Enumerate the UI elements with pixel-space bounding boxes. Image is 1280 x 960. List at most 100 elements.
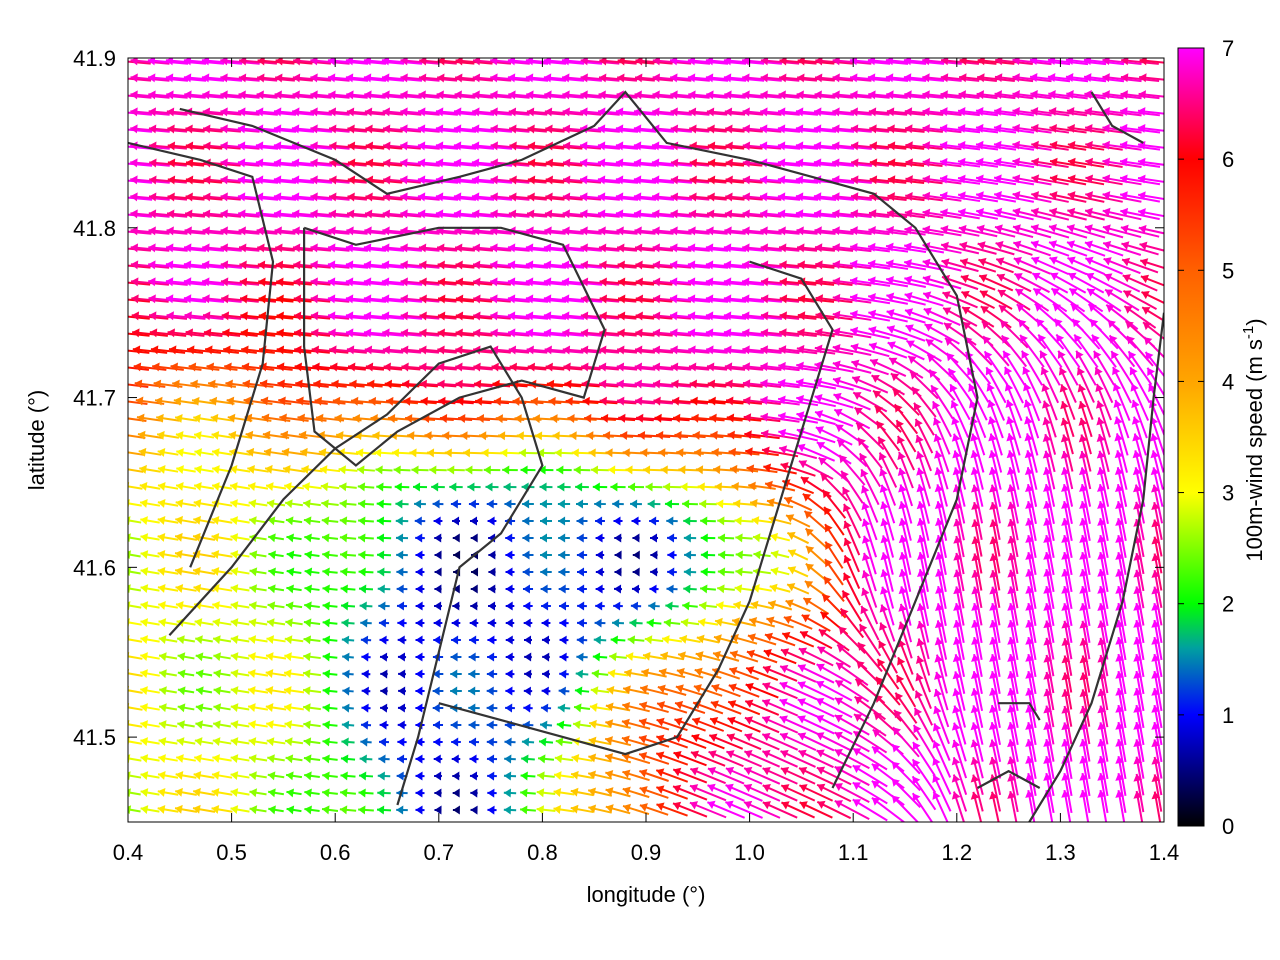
wind-arrow	[274, 226, 314, 236]
wind-arrow	[687, 311, 729, 321]
wind-arrow	[148, 124, 188, 134]
wind-arrow	[957, 157, 999, 168]
wind-arrow	[652, 209, 692, 219]
wind-arrow	[796, 344, 836, 355]
wind-arrow	[760, 311, 800, 321]
wind-arrow	[562, 226, 602, 236]
wind-arrow	[419, 328, 457, 338]
wind-arrow	[795, 124, 837, 134]
wind-arrow	[1085, 272, 1123, 294]
wind-arrow	[1089, 318, 1119, 350]
wind-arrow	[384, 379, 420, 389]
wind-arrow	[201, 277, 243, 287]
wind-arrow	[365, 124, 403, 134]
wind-arrow	[723, 311, 765, 321]
wind-arrow	[867, 293, 909, 305]
wind-arrow	[1137, 174, 1164, 184]
wind-arrow	[149, 175, 187, 185]
wind-arrow	[507, 294, 549, 304]
wind-arrow	[1002, 350, 1026, 386]
wind-arrow	[472, 58, 512, 66]
wind-arrow	[526, 226, 566, 236]
wind-arrow	[957, 174, 999, 185]
wind-arrow	[256, 90, 296, 100]
wind-arrow	[725, 141, 763, 151]
wind-arrow	[346, 345, 386, 355]
wind-arrow	[905, 158, 943, 168]
wind-arrow	[435, 209, 477, 219]
wind-arrow	[472, 243, 512, 253]
wind-arrow	[1120, 207, 1160, 221]
wind-arrow	[1137, 157, 1164, 167]
wind-arrow	[705, 243, 747, 253]
wind-arrow	[185, 141, 223, 151]
wind-arrow	[273, 209, 315, 219]
wind-arrow	[345, 260, 387, 270]
wind-arrow	[1048, 106, 1088, 117]
wind-arrow	[490, 294, 530, 304]
x-tick-label: 1.2	[942, 840, 973, 865]
x-tick-label: 0.8	[527, 840, 558, 865]
wind-arrow	[725, 192, 763, 202]
wind-arrow	[1049, 157, 1087, 168]
wind-arrow	[832, 293, 872, 304]
wind-arrow	[383, 141, 421, 151]
wind-arrow	[275, 58, 313, 66]
wind-arrow	[977, 241, 1015, 256]
wind-arrow	[562, 124, 602, 134]
wind-arrow	[742, 209, 782, 219]
wind-arrow	[633, 141, 675, 151]
wind-arrow	[1084, 90, 1124, 100]
wind-arrow	[670, 73, 710, 83]
wind-arrow	[959, 73, 997, 83]
wind-arrow	[562, 345, 602, 355]
wind-arrow	[128, 162, 153, 167]
wind-arrow	[725, 379, 763, 389]
wind-arrow	[148, 226, 188, 236]
wind-arrow	[381, 260, 423, 270]
wind-arrow	[473, 294, 511, 304]
wind-arrow	[832, 107, 872, 117]
wind-arrow	[671, 379, 709, 389]
wind-arrow	[364, 90, 404, 100]
wind-arrow	[815, 327, 853, 338]
wind-arrow	[983, 350, 1009, 386]
wind-arrow	[167, 175, 205, 185]
wind-arrow	[310, 141, 350, 151]
wind-arrow	[1084, 224, 1124, 239]
wind-arrow	[706, 345, 746, 355]
wind-arrow	[779, 58, 817, 66]
wind-arrow	[598, 226, 638, 236]
wind-arrow	[1049, 123, 1087, 134]
wind-arrow	[886, 308, 926, 324]
wind-arrow	[1030, 207, 1070, 221]
wind-arrow	[1039, 350, 1061, 386]
wind-arrow	[724, 362, 764, 372]
wind-arrow	[525, 294, 567, 304]
wind-arrow	[328, 107, 368, 117]
wind-arrow	[166, 209, 206, 219]
wind-arrow	[777, 192, 819, 202]
wind-arrow	[670, 362, 710, 372]
wind-arrow	[670, 209, 710, 219]
wind-arrow	[1049, 191, 1087, 203]
wind-arrow	[128, 94, 152, 99]
wind-arrow	[705, 73, 747, 83]
wind-arrow	[400, 243, 440, 253]
wind-arrow	[977, 58, 1015, 66]
wind-arrow	[508, 107, 548, 117]
wind-arrow	[1120, 90, 1160, 100]
wind-arrow	[922, 107, 962, 117]
wind-arrow	[616, 345, 656, 355]
wind-arrow	[345, 243, 387, 253]
wind-arrow	[400, 158, 440, 168]
wind-arrow	[241, 362, 275, 372]
wind-arrow	[455, 362, 493, 372]
wind-arrow	[367, 379, 401, 389]
wind-arrow	[670, 124, 710, 134]
wind-arrow	[597, 141, 639, 151]
wind-arrow	[509, 175, 547, 185]
wind-arrow	[1108, 334, 1136, 368]
wind-arrow	[1120, 73, 1160, 83]
wind-arrow	[490, 58, 530, 66]
